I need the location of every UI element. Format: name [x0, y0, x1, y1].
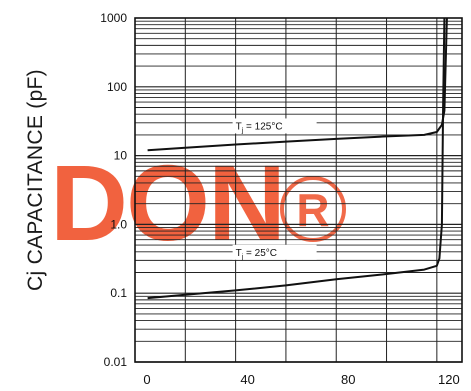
y-axis-label: Cj CAPACITANCE (pF) — [24, 69, 47, 291]
series-label-bg — [232, 118, 317, 134]
y-tick-label: 1000 — [100, 11, 127, 25]
series-label: Tj = 25°C — [236, 248, 277, 261]
y-tick-label: 0.01 — [104, 355, 128, 369]
x-tick-label: 40 — [240, 372, 254, 387]
plot-frame — [134, 17, 463, 363]
y-tick-label: 0.1 — [110, 286, 127, 300]
tick-labels: 0.01 0.1 1.0 10 100 1000 0 40 80 120 — [100, 11, 459, 387]
series-label: Tj = 125°C — [236, 121, 283, 134]
x-tick-label: 120 — [438, 372, 460, 387]
data-series: Tj = 125°C Tj = 25°C — [147, 17, 448, 300]
grid-lines — [135, 18, 462, 363]
y-tick-label: 10 — [114, 149, 128, 163]
y-tick-label: 1.0 — [110, 217, 127, 231]
x-tick-label: 0 — [143, 372, 150, 387]
series-line-2 — [147, 17, 446, 300]
y-tick-label: 100 — [107, 80, 127, 94]
axes — [134, 17, 463, 363]
series-label-bg — [232, 244, 317, 260]
x-tick-label: 80 — [341, 372, 355, 387]
